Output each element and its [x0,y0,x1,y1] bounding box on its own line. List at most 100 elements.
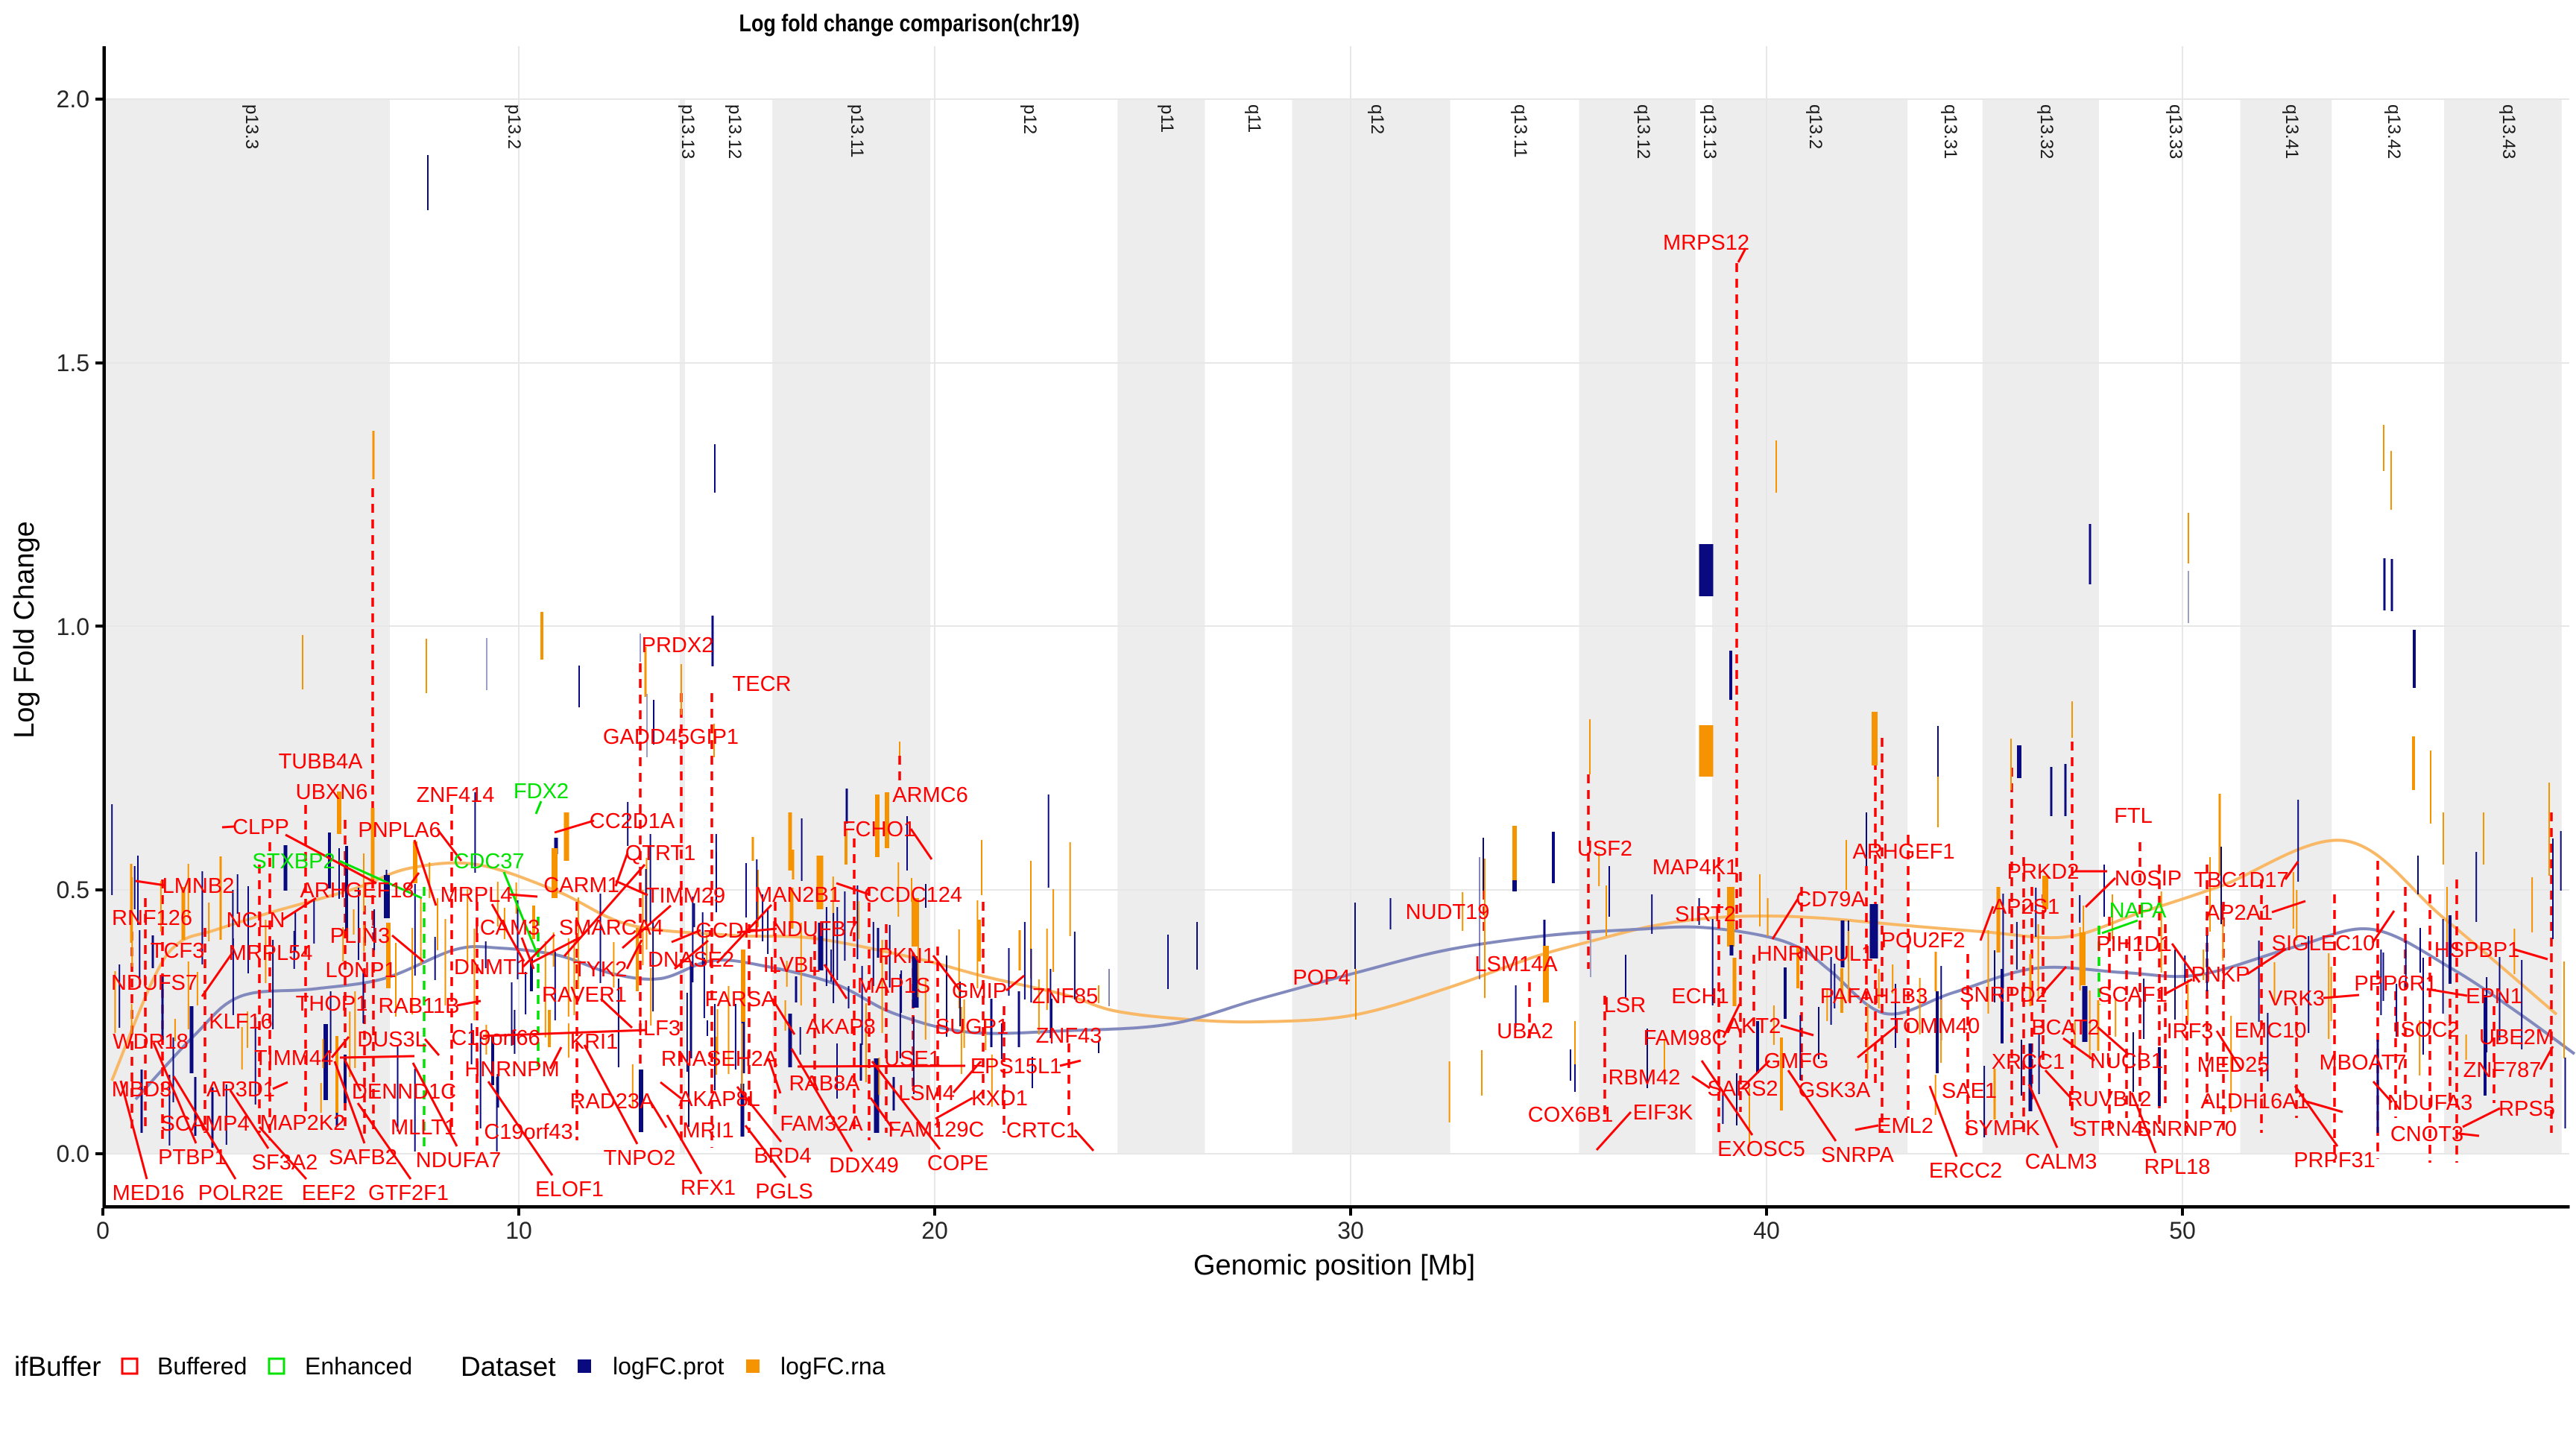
svg-text:RBM42: RBM42 [1609,1066,1681,1090]
svg-text:PGLS: PGLS [755,1180,812,1204]
svg-text:RNASEH2A: RNASEH2A [661,1047,778,1071]
svg-text:GADD45GIP1: GADD45GIP1 [603,725,739,749]
svg-text:Log fold change comparison(chr: Log fold change comparison(chr19) [739,10,1080,37]
svg-text:PLIN3: PLIN3 [330,924,391,948]
svg-text:VRK3: VRK3 [2268,987,2325,1011]
svg-text:RAD23A: RAD23A [570,1090,654,1113]
svg-text:DDX49: DDX49 [829,1154,899,1178]
svg-text:GSK3A: GSK3A [1799,1078,1871,1102]
svg-text:PPP6R1: PPP6R1 [2354,972,2437,996]
svg-text:EXOSC5: EXOSC5 [1717,1137,1805,1161]
svg-text:CC2D1A: CC2D1A [590,809,675,833]
svg-text:NCLN: NCLN [227,909,285,932]
svg-text:RAB8A: RAB8A [789,1072,860,1096]
svg-text:ILVBL: ILVBL [763,953,821,977]
svg-text:MBD3: MBD3 [112,1078,172,1102]
svg-text:FAM32A: FAM32A [780,1112,863,1136]
svg-text:NDUFA3: NDUFA3 [2387,1091,2472,1115]
svg-text:p13.13: p13.13 [678,104,698,159]
svg-text:COX6B1: COX6B1 [1528,1103,1613,1127]
svg-text:SARS2: SARS2 [1707,1077,1778,1101]
svg-text:10: 10 [505,1217,532,1244]
svg-text:q13.32: q13.32 [2036,104,2056,159]
svg-text:CLPP: CLPP [233,815,289,839]
svg-text:ARHGEF18: ARHGEF18 [300,879,414,903]
svg-text:RPL18: RPL18 [2144,1155,2211,1179]
svg-text:AP3D1: AP3D1 [206,1078,275,1102]
svg-text:MBOAT7: MBOAT7 [2319,1051,2406,1075]
svg-text:q13.41: q13.41 [2282,104,2302,159]
svg-text:PKN1: PKN1 [878,944,935,968]
svg-text:PNKP: PNKP [2191,963,2250,987]
svg-text:FAM129C: FAM129C [888,1118,985,1142]
svg-text:CARM1: CARM1 [543,874,619,897]
svg-text:p13.2: p13.2 [504,104,524,149]
svg-text:ZNF85: ZNF85 [1032,985,1099,1008]
svg-text:q13.11: q13.11 [1510,104,1530,158]
svg-text:q13.43: q13.43 [2498,104,2519,159]
svg-text:AKT2: AKT2 [1727,1014,1781,1038]
svg-text:GMFG: GMFG [1764,1049,1829,1073]
svg-text:ZNF43: ZNF43 [1036,1024,1102,1048]
svg-text:LSM4: LSM4 [898,1081,955,1105]
svg-text:PRPF31: PRPF31 [2294,1149,2375,1172]
svg-text:q11: q11 [1244,104,1264,133]
svg-text:SUGP1: SUGP1 [935,1015,1008,1039]
svg-text:KRI1: KRI1 [570,1030,618,1054]
svg-text:EEF2: EEF2 [302,1181,356,1205]
svg-text:NUDT19: NUDT19 [1406,900,1490,924]
svg-text:1.5: 1.5 [57,350,89,376]
svg-text:q13.13: q13.13 [1699,104,1720,159]
svg-text:TNPO2: TNPO2 [604,1146,676,1170]
svg-text:LMNB2: LMNB2 [162,874,235,898]
svg-text:C19orf66: C19orf66 [451,1026,540,1050]
svg-text:RAB11B: RAB11B [378,994,459,1018]
svg-text:GCDH: GCDH [695,919,759,943]
svg-text:PAFAH1B3: PAFAH1B3 [1820,985,1928,1008]
svg-text:MLLT1: MLLT1 [391,1116,456,1140]
svg-text:Enhanced: Enhanced [305,1353,412,1380]
svg-text:LONP1: LONP1 [325,958,396,982]
svg-text:BRD4: BRD4 [754,1144,811,1168]
svg-text:ILF3: ILF3 [637,1017,681,1040]
svg-text:AP2A1: AP2A1 [2206,901,2273,925]
svg-text:NDUFA7: NDUFA7 [416,1149,501,1172]
svg-text:PRKD2: PRKD2 [2007,860,2080,884]
svg-text:RFX1: RFX1 [681,1176,736,1200]
svg-text:NAPA: NAPA [2109,899,2167,923]
svg-text:EML2: EML2 [1877,1114,1933,1138]
svg-text:EMC10: EMC10 [2235,1019,2307,1043]
svg-text:MAP1S: MAP1S [857,974,930,998]
svg-text:CNOT3: CNOT3 [2390,1122,2463,1146]
svg-text:ELOF1: ELOF1 [535,1178,604,1201]
svg-text:FTL: FTL [2114,804,2153,828]
svg-text:p13.3: p13.3 [242,104,262,149]
svg-text:PRDX2: PRDX2 [642,634,714,657]
svg-text:MRPL4: MRPL4 [441,883,513,907]
svg-text:RUVBL2: RUVBL2 [2068,1087,2152,1111]
svg-text:SNRPA: SNRPA [1821,1143,1894,1167]
svg-text:THOP1: THOP1 [296,992,368,1016]
svg-text:q12: q12 [1367,104,1387,134]
svg-text:20: 20 [921,1217,948,1244]
svg-text:MAP2K2: MAP2K2 [260,1111,345,1135]
svg-text:ifBuffer: ifBuffer [14,1351,101,1382]
svg-text:0: 0 [96,1217,110,1244]
svg-text:SIRT2: SIRT2 [1675,903,1736,926]
svg-text:ERCC2: ERCC2 [1929,1159,2002,1183]
svg-text:PTBP1: PTBP1 [158,1146,227,1169]
svg-text:CD79A: CD79A [1796,888,1866,912]
svg-text:MED16: MED16 [113,1181,185,1205]
svg-text:1.0: 1.0 [57,613,89,640]
svg-text:POLR2E: POLR2E [198,1181,283,1205]
svg-text:q13.12: q13.12 [1633,104,1653,159]
svg-text:SYMPK: SYMPK [1964,1116,2040,1140]
svg-text:AKAP8: AKAP8 [806,1015,876,1039]
svg-text:LSM14A: LSM14A [1474,953,1558,976]
svg-text:POP4: POP4 [1292,966,1350,990]
svg-text:TIMM44: TIMM44 [254,1046,333,1070]
svg-text:Buffered: Buffered [157,1353,247,1380]
svg-text:SNRPD2: SNRPD2 [1960,983,2048,1007]
svg-text:RNF126: RNF126 [112,906,192,930]
svg-text:30: 30 [1337,1217,1364,1244]
